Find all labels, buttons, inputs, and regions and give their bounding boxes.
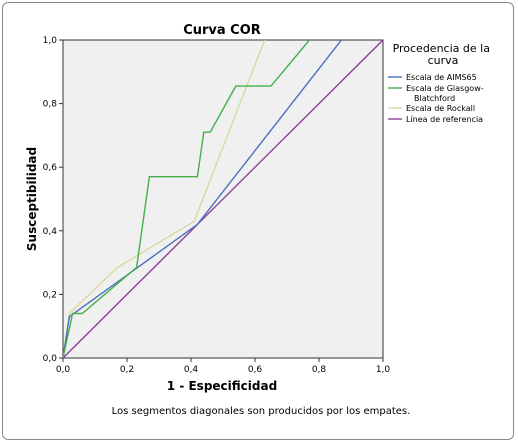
x-tick-label: 0,0 <box>56 365 71 375</box>
x-axis-label: 1 - Especificidad <box>167 379 277 393</box>
x-tick-label: 1,0 <box>376 365 391 375</box>
series-line-linea-de-referencia <box>63 40 383 358</box>
legend-label-line: Escala de Glasgow- <box>406 84 484 93</box>
legend-title-line-2: curva <box>428 54 459 67</box>
legend-label: Escala de AIMS65 <box>406 73 477 82</box>
legend-label: Escala de Glasgow-Blatchford <box>406 84 484 103</box>
x-tick-label: 0,8 <box>312 365 327 375</box>
x-tick-label: 0,4 <box>184 365 199 375</box>
legend-title-line-1: Procedencia de la <box>393 42 490 55</box>
legend-items: Escala de AIMS65 Escala de Glasgow-Blatch… <box>388 73 484 124</box>
x-axis-ticks: 0,0 0,2 0,4 0,6 0,8 1,0 <box>56 358 391 375</box>
legend-label-line: Blatchford <box>414 94 455 103</box>
x-tick-label: 0,2 <box>120 365 134 375</box>
x-tick-label: 0,6 <box>248 365 263 375</box>
footnote: Los segmentos diagonales son producidos … <box>112 406 411 417</box>
y-tick-label: 0,6 <box>43 163 58 173</box>
y-tick-label: 1,0 <box>43 36 58 46</box>
legend-label: Escala de Rockall <box>406 104 475 113</box>
y-tick-label: 0,2 <box>43 290 57 300</box>
y-axis-label: Susceptibilidad <box>25 147 39 251</box>
y-tick-label: 0,0 <box>43 354 58 364</box>
chart-title: Curva COR <box>183 23 261 38</box>
y-tick-label: 0,4 <box>43 227 58 237</box>
series-lines <box>63 40 383 358</box>
y-axis-ticks: 0,0 0,2 0,4 0,6 0,8 1,0 <box>43 36 63 364</box>
legend-label: Línea de referencia <box>406 115 483 124</box>
y-tick-label: 0,8 <box>43 100 58 110</box>
legend-title: Procedencia de la curva <box>393 42 494 67</box>
legend: Procedencia de la curva Escala de AIMS65… <box>388 42 494 124</box>
series-line-escala-de-glasgow-blatchford <box>63 40 310 358</box>
